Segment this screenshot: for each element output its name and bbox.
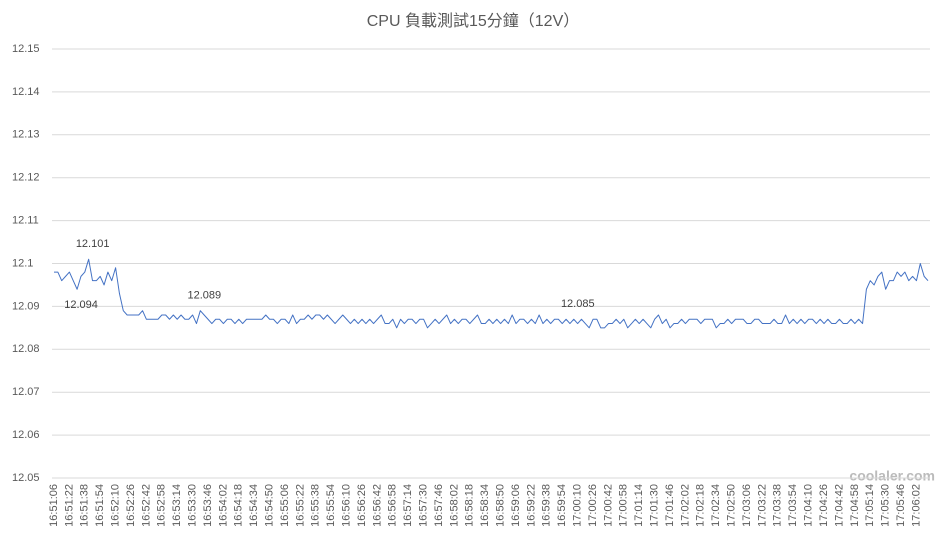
- x-tick-label: 16:55:54: [325, 484, 337, 527]
- y-tick-label: 12.14: [12, 86, 40, 98]
- x-tick-label: 16:57:30: [418, 484, 430, 527]
- y-tick-label: 12.11: [12, 215, 39, 227]
- x-tick-label: 16:51:38: [79, 484, 91, 527]
- x-tick-label: 16:53:14: [171, 484, 183, 527]
- x-tick-label: 17:05:30: [880, 484, 892, 527]
- x-tick-label: 17:00:26: [587, 484, 599, 527]
- x-tick-label: 17:03:38: [772, 484, 784, 527]
- x-tick-label: 17:03:06: [741, 484, 753, 527]
- x-tick-label: 17:02:18: [695, 484, 707, 527]
- x-tick-label: 17:04:58: [849, 484, 861, 527]
- x-tick-label: 16:54:02: [217, 484, 229, 527]
- data-label: 12.085: [561, 298, 595, 310]
- data-label: 12.101: [76, 238, 110, 250]
- data-label: 12.094: [64, 299, 98, 311]
- x-tick-label: 16:52:42: [140, 484, 152, 527]
- y-tick-label: 12.07: [12, 386, 40, 398]
- chart-title: CPU 負載測試15分鐘（12V）: [367, 12, 580, 30]
- x-tick-label: 17:03:22: [756, 484, 768, 527]
- x-tick-label: 16:54:18: [233, 484, 245, 527]
- x-tick-label: 17:01:46: [664, 484, 676, 527]
- x-tick-label: 16:52:58: [156, 484, 168, 527]
- x-tick-label: 17:05:14: [864, 484, 876, 527]
- x-tick-label: 17:04:10: [803, 484, 815, 527]
- x-tick-label: 17:02:50: [726, 484, 738, 527]
- x-tick-label: 16:55:22: [294, 484, 306, 527]
- x-tick-label: 16:57:14: [402, 484, 414, 527]
- x-tick-label: 16:59:54: [556, 484, 568, 527]
- x-tick-label: 16:53:30: [187, 484, 199, 527]
- x-tick-label: 16:55:38: [310, 484, 322, 527]
- x-tick-label: 16:58:34: [479, 484, 491, 527]
- x-tick-label: 17:04:42: [833, 484, 845, 527]
- x-tick-label: 16:58:50: [495, 484, 507, 527]
- x-tick-label: 16:58:02: [448, 484, 460, 527]
- y-tick-label: 12.1: [12, 257, 33, 269]
- x-tick-label: 16:51:54: [94, 484, 106, 527]
- x-tick-label: 16:56:42: [371, 484, 383, 527]
- x-tick-label: 16:59:06: [510, 484, 522, 527]
- x-tick-label: 16:56:26: [356, 484, 368, 527]
- y-tick-label: 12.06: [12, 429, 40, 441]
- x-tick-label: 16:56:58: [387, 484, 399, 527]
- y-tick-label: 12.05: [12, 472, 40, 484]
- x-tick-label: 16:55:06: [279, 484, 291, 527]
- x-tick-label: 17:03:54: [787, 484, 799, 527]
- x-tick-label: 16:59:38: [541, 484, 553, 527]
- data-label: 12.089: [187, 290, 221, 302]
- x-tick-label: 16:58:18: [464, 484, 476, 527]
- x-tick-label: 17:06:02: [910, 484, 922, 527]
- x-tick-label: 17:01:30: [649, 484, 661, 527]
- x-tick-label: 16:54:50: [264, 484, 276, 527]
- y-tick-label: 12.13: [12, 129, 40, 141]
- x-tick-label: 16:52:26: [125, 484, 137, 527]
- x-tick-label: 17:01:14: [633, 484, 645, 527]
- x-tick-label: 17:04:26: [818, 484, 830, 527]
- x-tick-label: 16:54:34: [248, 484, 260, 527]
- y-tick-label: 12.09: [12, 300, 40, 312]
- x-tick-label: 16:51:06: [48, 484, 60, 527]
- watermark: coolaler.com: [849, 468, 935, 484]
- x-tick-label: 17:00:10: [572, 484, 584, 527]
- x-tick-label: 17:02:34: [710, 484, 722, 527]
- x-tick-label: 17:00:58: [618, 484, 630, 527]
- x-tick-label: 17:00:42: [602, 484, 614, 527]
- x-tick-label: 16:52:10: [110, 484, 122, 527]
- y-tick-label: 12.08: [12, 343, 40, 355]
- x-tick-label: 16:59:22: [525, 484, 537, 527]
- x-tick-label: 16:57:46: [433, 484, 445, 527]
- x-tick-label: 17:05:46: [895, 484, 907, 527]
- x-tick-label: 17:02:02: [679, 484, 691, 527]
- x-tick-label: 16:53:46: [202, 484, 214, 527]
- y-tick-label: 12.12: [12, 172, 40, 184]
- x-tick-label: 16:56:10: [341, 484, 353, 527]
- data-line: [54, 258, 929, 329]
- x-tick-label: 16:51:22: [63, 484, 75, 527]
- y-tick-label: 12.15: [12, 43, 40, 55]
